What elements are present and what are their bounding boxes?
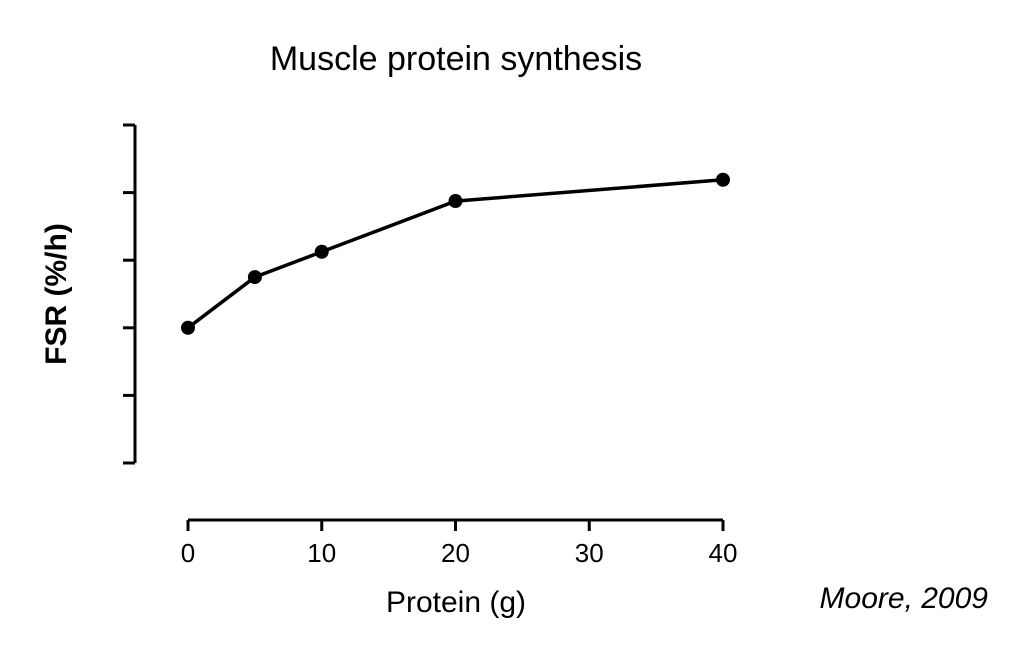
y-ticks [123, 123, 135, 465]
data-point-2 [314, 244, 329, 259]
x-axis-label: Protein (g) [386, 586, 526, 619]
data-point-4 [716, 172, 730, 187]
source-note: Moore, 2009 [820, 582, 989, 615]
chart-title: Muscle protein synthesis [270, 40, 642, 78]
x-tick-label-3: 30 [575, 538, 604, 568]
data-points [181, 172, 730, 335]
y-axis-label: FSR (%/h) [40, 223, 73, 365]
data-point-0 [181, 320, 195, 335]
x-ticks: 0 10 20 30 40 [181, 520, 738, 568]
x-tick-label-4: 40 [709, 538, 738, 568]
x-tick-label-2: 20 [441, 538, 470, 568]
data-point-3 [448, 194, 463, 209]
x-tick-label-1: 10 [307, 538, 336, 568]
data-point-1 [247, 270, 262, 285]
x-tick-label-0: 0 [181, 538, 195, 568]
